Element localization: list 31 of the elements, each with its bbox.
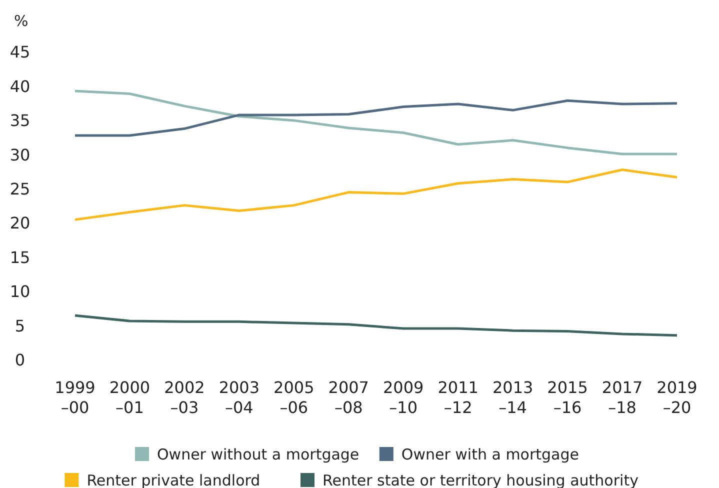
y-tick-label: 45 [10,42,30,62]
line-series [74,90,678,156]
y-axis-title: % [14,12,28,30]
y-tick-label: 0 [14,350,26,370]
line-series [74,314,678,337]
x-tick-label: 2013–14 [492,378,534,417]
x-tick-label: 2007–08 [328,378,369,417]
legend-label: Owner without a mortgage [157,445,360,464]
y-tick-label: 35 [10,111,30,130]
y-tick-label: 15 [10,248,30,267]
legend-label: Owner with a mortgage [401,445,580,464]
x-tick-label: 2002–03 [164,378,205,417]
y-tick-label: 25 [10,179,30,198]
x-tick-label: 1999–00 [54,378,96,417]
y-tick-label: 20 [10,214,30,233]
x-tick-label: 2019–20 [656,378,698,417]
x-tick-label: 2015–16 [547,378,588,417]
y-tick-label: 5 [14,316,26,336]
x-tick-label: 2017–18 [602,378,643,417]
line-series [74,168,678,221]
x-tick-label: 2009–10 [383,378,424,417]
line-series [74,99,678,137]
x-tick-label: 2003–04 [218,378,260,417]
legend-label: Renter private landlord [86,471,260,488]
legend-label: Renter state or territory housing authority [322,471,639,488]
y-tick-label: 40 [10,76,30,96]
x-tick-label: 2005–06 [274,378,314,417]
x-tick-label: 2011–12 [438,378,478,417]
y-tick-label: 10 [10,282,30,302]
y-tick-label: 30 [10,145,30,164]
x-tick-label: 2000–01 [109,378,150,417]
